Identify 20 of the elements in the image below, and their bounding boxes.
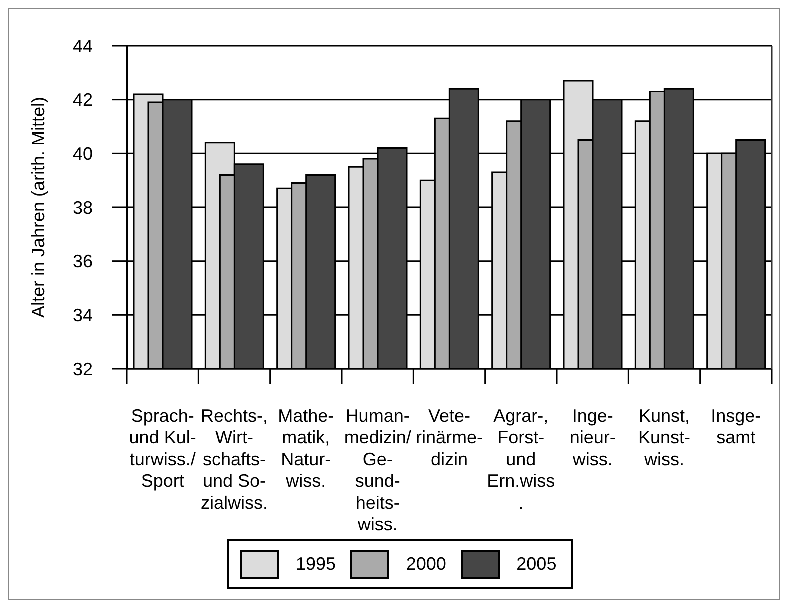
x-tick-label: Agrar-, Forst- und Ern.wiss . [487,406,556,513]
legend-label: 2005 [516,554,557,574]
legend-label: 1995 [296,554,336,574]
x-tick-label: Kunst, Kunst- wiss. [638,406,691,470]
x-tick-label: Inge- nieur- wiss. [570,406,616,470]
y-tick-label: 44 [72,36,93,56]
x-tick-label: Sprach- und Kul- turwiss./ Sport [129,406,196,492]
legend-label: 2000 [406,554,446,574]
x-tick-label: Vete- rinärme- dizin [416,406,484,470]
y-tick-label: 40 [72,144,93,164]
y-tick-label: 36 [72,252,93,272]
y-tick-label: 32 [72,359,93,380]
y-axis-title: Alter in Jahren (arith. Mittel) [28,96,48,318]
y-tick-label: 42 [72,90,93,110]
y-tick-label: 34 [72,306,93,326]
y-tick-label: 38 [72,198,93,218]
x-tick-label: Insge- samt [711,406,762,448]
x-tick-label: Human- medizin/ Ge- sund- heits- wiss. [344,406,412,534]
x-tick-label: Mathe- matik, Natur- wiss. [278,406,334,492]
x-tick-label: Rechts-, Wirt- schafts- und So- zialwiss. [200,406,268,513]
